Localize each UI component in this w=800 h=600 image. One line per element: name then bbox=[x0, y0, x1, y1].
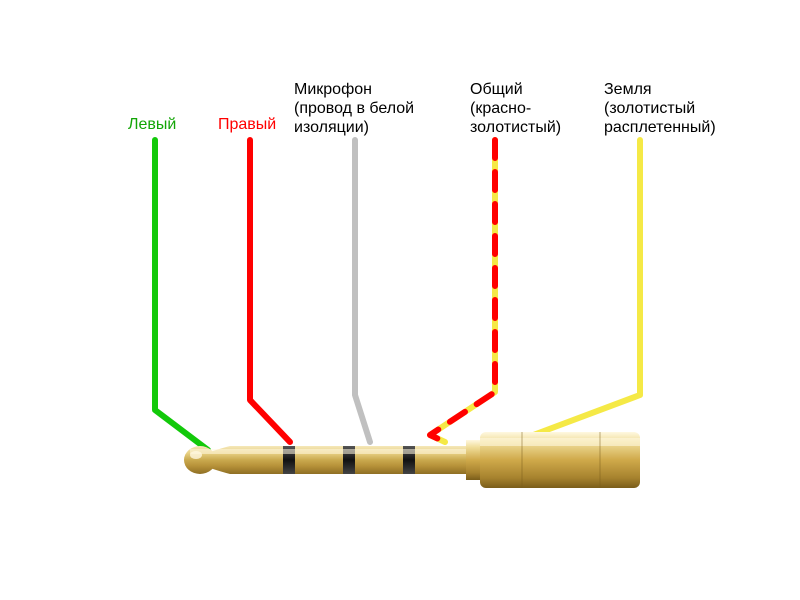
wire-ground bbox=[520, 140, 640, 440]
wire-common-overlay bbox=[430, 140, 495, 442]
wire-common-base bbox=[430, 140, 495, 442]
jack-connector bbox=[180, 430, 640, 490]
label-ground: Земля (золотистый расплетенный) bbox=[604, 80, 716, 138]
label-left: Левый bbox=[128, 115, 176, 134]
label-right: Правый bbox=[218, 115, 276, 134]
label-common: Общий (красно- золотистый) bbox=[470, 80, 561, 138]
wire-mic bbox=[355, 140, 370, 442]
wire-left bbox=[155, 140, 208, 450]
wire-right bbox=[250, 140, 290, 442]
label-mic: Микрофон (провод в белой изоляции) bbox=[294, 80, 414, 138]
